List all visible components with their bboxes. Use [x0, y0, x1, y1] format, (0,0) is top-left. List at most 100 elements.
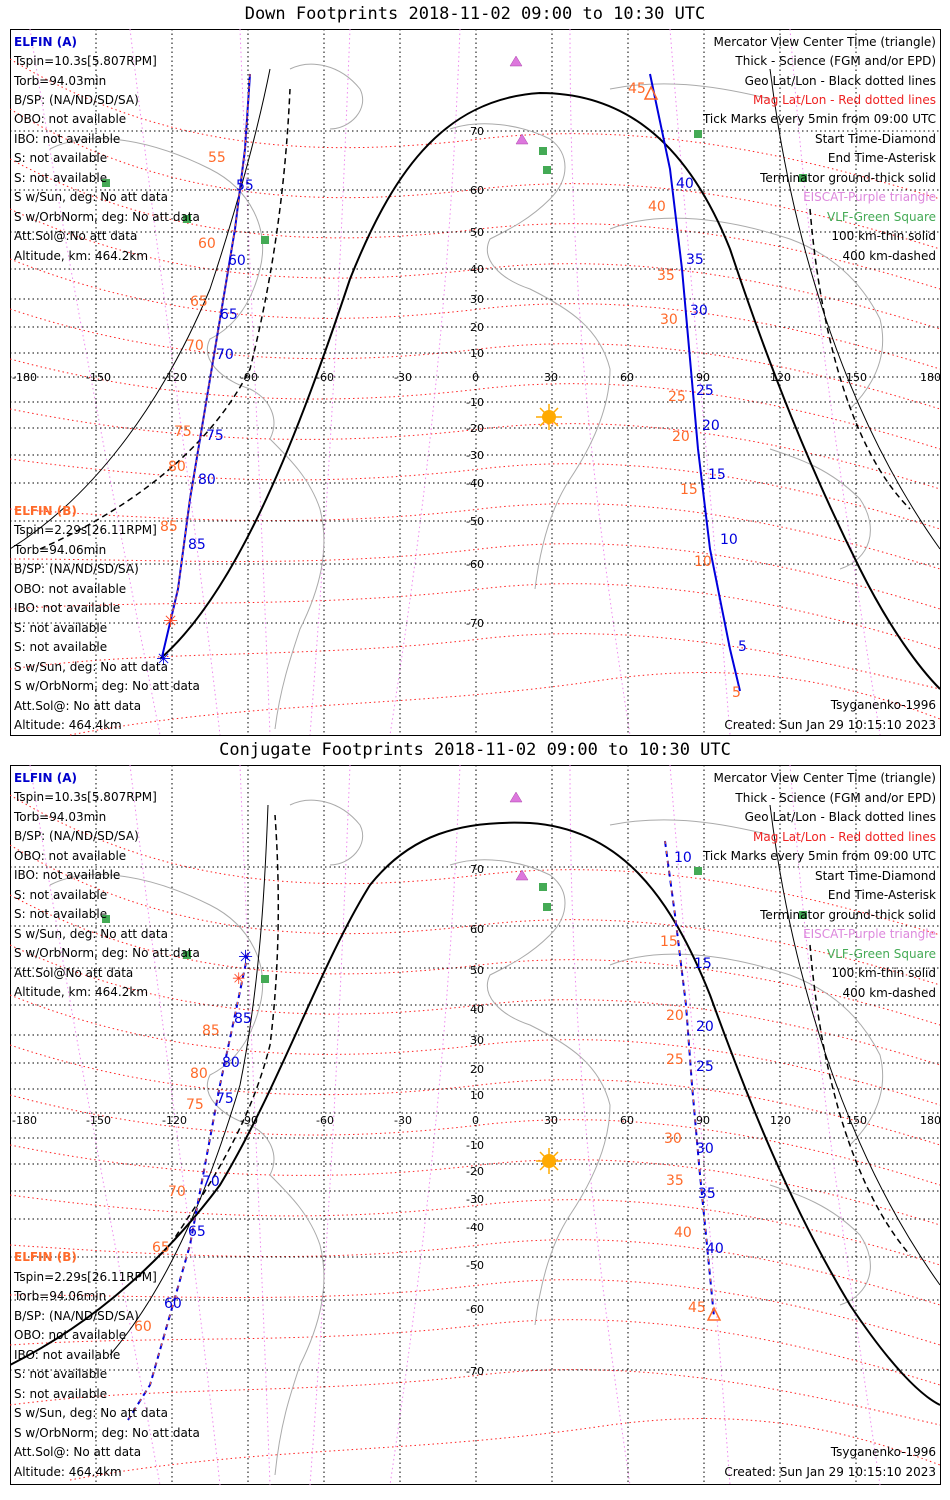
legend-item: Terminator ground-thick solid	[759, 908, 936, 922]
elfin-b-info: ELFIN (B) Tspin=2.29s[26.11RPM] Torb=94.…	[13, 504, 200, 732]
mag-grid	[10, 794, 941, 1481]
legend-item: 400 km-dashed	[842, 249, 936, 263]
track-a-time-label: 70	[202, 1174, 220, 1190]
legend-item: Terminator ground-thick solid	[759, 171, 936, 185]
info-line: Tspin=2.29s[26.11RPM]	[13, 1270, 157, 1284]
lon-label: -30	[394, 371, 412, 384]
lon-label: -30	[394, 1114, 412, 1127]
track-b-time-label: 35	[666, 1173, 684, 1189]
track-a-time-label: 65	[190, 294, 208, 310]
vlf-square	[539, 147, 547, 155]
track-a-time-label: 60	[164, 1296, 182, 1312]
terminator-400km	[39, 88, 291, 550]
vlf-square	[261, 975, 269, 983]
elfin-a-info: ELFIN (A) Tspin=10.3s[5.807RPM] Torb=94.…	[13, 35, 200, 263]
track-b-time-label: 10	[694, 554, 712, 570]
info-line: Altitude: 464.4km	[14, 1465, 122, 1479]
info-line: Att.Sol@:No att data	[14, 229, 137, 243]
track-b-time-label: 45	[688, 1300, 706, 1316]
track-b-time-label: 20	[666, 1008, 684, 1024]
lat-label: 30	[470, 293, 484, 306]
created-label: Created: Sun Jan 29 10:15:10 2023	[724, 718, 936, 732]
lat-label: -70	[466, 617, 484, 630]
track-b-time-label: 45	[628, 81, 646, 97]
vlf-markers	[102, 867, 807, 983]
info-line: S: not available	[14, 621, 107, 635]
legend: Mercator View Center Time (triangle) Thi…	[702, 35, 936, 732]
legend-item: Start Time-Diamond	[815, 132, 936, 146]
track-a-time-label: 60	[198, 236, 216, 252]
lon-label: 60	[620, 1114, 634, 1127]
conj-panel-title: Conjugate Footprints 2018-11-02 09:00 to…	[219, 740, 731, 760]
track-b-time-label: 20	[696, 1019, 714, 1035]
elfin-a-title: ELFIN (A)	[14, 35, 77, 49]
info-line: S w/Sun, deg: No att data	[14, 660, 168, 674]
legend-item: Geo Lat/Lon - Black dotted lines	[745, 810, 936, 824]
lon-label: 0	[472, 371, 479, 384]
coastlines	[49, 63, 884, 730]
conjugate-footprints-map: -180 -150 -120 -90 -60 -30 0 30 60 90 12…	[10, 765, 941, 1485]
track-b-time-label: 35	[698, 1186, 716, 1202]
mag-meridians	[29, 765, 881, 1485]
lon-label: -120	[162, 371, 187, 384]
elfin-b-title: ELFIN (B)	[14, 1250, 77, 1264]
legend-item: VLF-Green Square	[827, 210, 936, 224]
legend-item: EISCAT-Purple triangle	[803, 927, 936, 941]
eiscat-triangle	[509, 55, 523, 67]
end-asterisk-icon: ✳	[156, 649, 171, 670]
track-b-time-label: 10	[720, 532, 738, 548]
lon-label: 30	[544, 371, 558, 384]
info-line: Altitude: 464.4km	[14, 718, 122, 732]
lon-label: 90	[696, 1114, 710, 1127]
mag-meridians	[29, 29, 881, 736]
legend-item: 400 km-dashed	[842, 986, 936, 1000]
legend-item: Tick Marks every 5min from 09:00 UTC	[702, 112, 936, 126]
sun-icon	[536, 1148, 562, 1174]
elfin-a-title: ELFIN (A)	[14, 771, 77, 785]
lat-label: -20	[466, 1165, 484, 1178]
lon-label: 90	[696, 371, 710, 384]
info-line: S w/OrbNorm, deg: No att data	[14, 946, 200, 960]
terminator-ground	[10, 821, 941, 1406]
vlf-square	[799, 174, 807, 182]
legend-item: Mag Lat/Lon - Red dotted lines	[753, 93, 936, 107]
track-b-time-label: 20	[702, 418, 720, 434]
lat-label: 10	[470, 347, 484, 360]
lon-label: -90	[240, 1114, 258, 1127]
lat-label: 20	[470, 321, 484, 334]
lat-label: 40	[470, 263, 484, 276]
lat-label: 70	[470, 863, 484, 876]
vlf-square	[543, 166, 551, 174]
track-b-time-label: 25	[668, 389, 686, 405]
lat-label: 40	[470, 1003, 484, 1016]
geo-grid	[10, 29, 941, 736]
track-a-time-label: 85	[188, 537, 206, 553]
lon-label: 120	[770, 371, 791, 384]
elfin-b-title: ELFIN (B)	[14, 504, 77, 518]
info-line: S w/Sun, deg: No att data	[14, 190, 168, 204]
vlf-square	[539, 883, 547, 891]
terminator-400km-east	[809, 208, 911, 510]
legend-item: End Time-Asterisk	[828, 151, 936, 165]
info-line: S: not available	[14, 1387, 107, 1401]
vlf-square	[102, 179, 110, 187]
legend-item: Thick - Science (FGM and/or EPD)	[734, 791, 936, 805]
legend-item: Start Time-Diamond	[815, 869, 936, 883]
eiscat-markers	[509, 791, 529, 881]
created-label: Created: Sun Jan 29 10:15:10 2023	[724, 1465, 936, 1479]
info-line: S: not available	[14, 907, 107, 921]
track-b-time-label: 20	[672, 429, 690, 445]
vlf-square	[183, 951, 191, 959]
track-a-time-label: 85	[202, 1023, 220, 1039]
lat-label: 70	[470, 125, 484, 138]
info-line: B/SP: (NA/ND/SD/SA)	[14, 1309, 139, 1323]
vlf-square	[261, 236, 269, 244]
info-line: IBO: not available	[14, 868, 120, 882]
coastlines	[49, 799, 884, 1476]
terminator-400km	[169, 814, 280, 1246]
track-b-time-label: 15	[680, 482, 698, 498]
lat-label: -10	[466, 396, 484, 409]
info-line: IBO: not available	[14, 1348, 120, 1362]
lat-label: -50	[466, 1259, 484, 1272]
lon-label: -150	[86, 371, 111, 384]
